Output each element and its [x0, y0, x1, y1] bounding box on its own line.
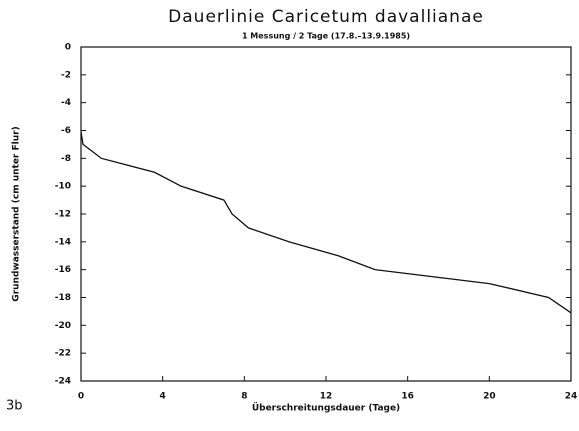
x-tick-label: 16 [401, 392, 414, 402]
y-tick-label: -4 [61, 98, 71, 108]
x-tick-label: 0 [78, 392, 84, 402]
plot-frame [80, 46, 572, 382]
y-tick-label: -16 [55, 265, 71, 275]
panel-label: 3b [6, 399, 23, 414]
y-tick-label: -8 [61, 154, 71, 164]
x-tick-label: 24 [565, 392, 578, 402]
data-line [80, 131, 572, 314]
y-tick-label: -24 [55, 377, 71, 387]
y-axis-title: Grundwasserstand (cm unter Flur) [12, 126, 22, 301]
y-tick-label: 0 [65, 43, 71, 53]
x-tick-label: 8 [241, 392, 247, 402]
y-tick-label: -18 [55, 293, 71, 303]
y-tick-label: -6 [61, 126, 71, 136]
y-tick-label: -22 [55, 349, 71, 359]
x-axis-title: Überschreitungsdauer (Tage) [252, 403, 400, 414]
y-tick-label: -2 [61, 70, 71, 80]
y-tick-label: -10 [55, 182, 71, 192]
y-tick-label: -14 [55, 237, 71, 247]
y-tick-label: -12 [55, 210, 71, 220]
y-tick-label: -20 [55, 321, 71, 331]
chart-title: Dauerlinie Caricetum davallianae [168, 7, 484, 27]
chart-subtitle: 1 Messung / 2 Tage (17.8.–13.9.1985) [242, 32, 410, 41]
x-tick-label: 12 [320, 392, 333, 402]
x-tick-label: 4 [160, 392, 166, 402]
x-tick-label: 20 [483, 392, 496, 402]
